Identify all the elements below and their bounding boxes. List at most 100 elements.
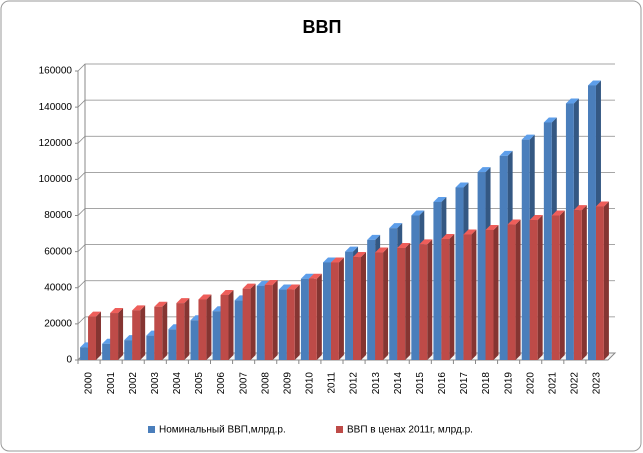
bar-side (603, 201, 609, 360)
bar-front (264, 285, 273, 360)
bar-top (242, 283, 256, 289)
bar-front (345, 251, 354, 360)
y-tick-label: 60000 (44, 246, 72, 257)
bar-front (389, 228, 398, 360)
bar (441, 233, 455, 360)
bar-side (206, 294, 212, 360)
bar-front (595, 206, 604, 360)
bar-top (308, 273, 322, 279)
bar (242, 283, 256, 360)
bar-front (154, 306, 163, 360)
bar-front (433, 201, 442, 360)
bar-side (581, 205, 587, 360)
bar-top (323, 257, 336, 263)
bar (154, 301, 168, 360)
x-tick-label: 2019 (503, 372, 514, 395)
bar-top (595, 201, 609, 207)
x-tick-label: 2007 (238, 372, 249, 395)
bar (595, 201, 609, 360)
bar (551, 210, 565, 360)
x-tick-label: 2004 (172, 372, 183, 395)
bar-top (367, 234, 381, 240)
bar (308, 273, 322, 360)
bar-front (588, 85, 596, 360)
x-tick-label: 2017 (459, 372, 470, 395)
x-tick-label: 2021 (547, 372, 558, 395)
bar (220, 289, 234, 360)
bar-front (455, 187, 464, 360)
bar-front (146, 335, 155, 360)
bar-top (529, 215, 543, 221)
bar (88, 311, 101, 360)
bar-top (565, 98, 579, 104)
bar-front (198, 299, 207, 360)
bar-top (132, 305, 146, 311)
bar (286, 284, 300, 360)
bar-top (433, 196, 447, 202)
x-tick-label: 2008 (260, 372, 271, 395)
bar-top (419, 239, 433, 245)
bar-side (449, 233, 455, 360)
x-tick-label: 2015 (415, 372, 426, 395)
bar-front (573, 210, 582, 360)
bar-front (80, 347, 89, 360)
x-tick-label: 2005 (194, 372, 205, 395)
bar (507, 219, 521, 360)
bar-top (411, 210, 425, 216)
bar-top (397, 243, 411, 249)
bar-front (176, 303, 185, 360)
bar (573, 205, 587, 360)
bar-side (493, 224, 499, 360)
x-tick-label: 2001 (106, 372, 117, 395)
bar-top (463, 229, 477, 235)
bar-top (256, 280, 270, 286)
x-tick-label: 2000 (84, 372, 95, 395)
bar-top (278, 284, 292, 290)
bar-top (88, 311, 101, 317)
x-tick-label: 2022 (570, 372, 581, 395)
bar-side (316, 273, 322, 360)
bar-top (543, 117, 557, 123)
bar-front (300, 278, 309, 360)
x-tick-label: 2013 (371, 372, 382, 395)
y-tick-label: 100000 (39, 174, 73, 185)
bar-top (110, 308, 124, 314)
bar-front (278, 289, 287, 360)
bar-front (485, 229, 494, 360)
bar (353, 252, 366, 360)
bar (198, 294, 212, 360)
bar-front (419, 244, 428, 360)
bar-front (234, 300, 243, 360)
bar (485, 224, 499, 360)
x-tick-label: 2016 (437, 372, 448, 395)
bar-front (565, 103, 574, 360)
bar (176, 298, 190, 360)
bar-side (118, 308, 124, 360)
bar-front (353, 257, 361, 360)
bar-front (543, 122, 552, 361)
bar-front (242, 288, 251, 360)
grid-line (77, 99, 615, 108)
x-tick-label: 2006 (216, 372, 227, 395)
bar (529, 215, 543, 360)
y-tick-label: 80000 (44, 210, 72, 221)
bar-front (521, 139, 530, 360)
y-tick-label: 20000 (44, 319, 72, 330)
bar-top (441, 233, 455, 239)
y-tick-label: 140000 (39, 102, 73, 113)
bar-side (383, 247, 389, 360)
bar-front (463, 234, 472, 360)
bar-top (353, 252, 366, 258)
bar-top (389, 223, 403, 229)
bar-front (499, 155, 508, 360)
legend-label: Номинальный ВВП,млрд.р. (159, 425, 286, 436)
bar-front (330, 262, 339, 360)
bar-top (154, 301, 168, 307)
grid-line (77, 63, 615, 72)
x-tick-label: 2018 (481, 372, 492, 395)
bar-front (411, 215, 420, 360)
bar-top (507, 219, 521, 225)
bar-side (228, 289, 234, 360)
